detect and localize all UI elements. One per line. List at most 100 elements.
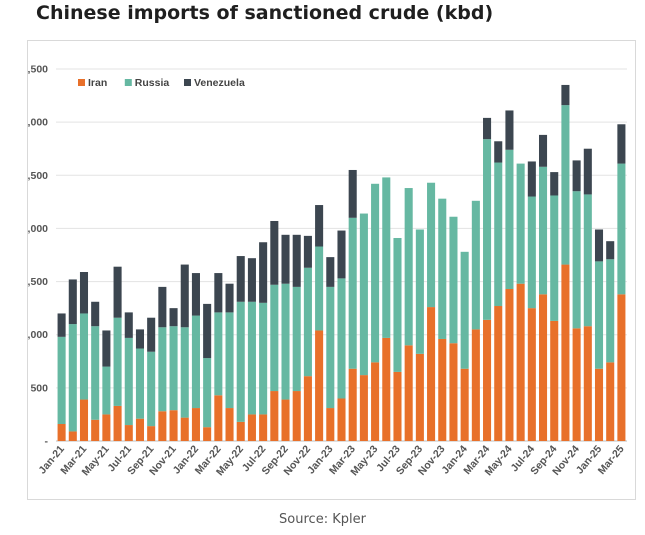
bar-venezuela-mar-23 [348, 169, 357, 218]
bar-venezuela-may-22 [236, 256, 245, 302]
bar-russia-jun-21 [113, 317, 122, 406]
bar-venezuela-jul-24 [527, 161, 536, 197]
bar-russia-oct-23 [427, 182, 436, 308]
bar-venezuela-mar-25 [617, 124, 626, 164]
bar-russia-jul-24 [527, 196, 536, 309]
bar-russia-nov-24 [572, 191, 581, 329]
bar-russia-feb-21 [68, 324, 77, 432]
bar-venezuela-may-21 [102, 330, 111, 367]
bar-iran-aug-22 [270, 391, 279, 441]
bar-venezuela-mar-22 [214, 273, 223, 313]
bar-venezuela-dec-21 [180, 264, 189, 328]
bar-russia-jun-22 [247, 301, 256, 415]
bar-russia-sep-22 [281, 283, 290, 400]
bar-russia-dec-24 [583, 194, 592, 327]
bar-russia-mar-25 [617, 163, 626, 295]
bar-venezuela-aug-24 [538, 134, 548, 167]
bar-iran-jul-24 [527, 308, 536, 441]
bar-iran-jan-24 [460, 368, 469, 441]
y-tick-label: 1,000 [28, 329, 48, 341]
bar-iran-oct-24 [561, 264, 570, 441]
bar-russia-dec-23 [449, 216, 458, 344]
bar-russia-nov-21 [169, 326, 178, 411]
bar-iran-may-22 [236, 421, 245, 441]
bar-russia-nov-23 [438, 198, 447, 339]
bar-venezuela-nov-22 [303, 235, 312, 268]
bar-iran-nov-23 [438, 338, 447, 441]
bar-venezuela-sep-21 [147, 317, 156, 352]
bar-venezuela-jan-22 [191, 273, 200, 316]
bar-russia-mar-24 [483, 139, 492, 320]
bar-iran-jun-21 [113, 405, 122, 441]
bar-venezuela-jul-22 [259, 242, 268, 303]
bar-iran-mar-22 [214, 395, 223, 441]
bar-russia-feb-25 [606, 259, 615, 363]
bar-russia-apr-23 [359, 213, 368, 376]
bar-iran-sep-22 [281, 399, 290, 441]
source-note: Source: Kpler [279, 512, 366, 527]
bar-russia-may-21 [102, 366, 111, 415]
bar-venezuela-apr-24 [494, 141, 503, 163]
bar-russia-jan-22 [191, 315, 200, 409]
bar-russia-apr-22 [225, 312, 234, 409]
bar-venezuela-oct-24 [561, 84, 570, 106]
bar-iran-mar-21 [79, 399, 89, 441]
chart-container: -5001,0001,5002,0002,5003,0003,500Jan-21… [27, 40, 636, 500]
bar-russia-nov-22 [303, 267, 312, 377]
bar-russia-jun-23 [382, 177, 391, 338]
bar-venezuela-jun-21 [113, 266, 122, 318]
bar-iran-sep-24 [550, 320, 559, 441]
bar-iran-sep-21 [147, 426, 156, 441]
bar-venezuela-jul-21 [124, 312, 133, 338]
bar-russia-aug-24 [538, 166, 548, 295]
stacked-bar-chart: -5001,0001,5002,0002,5003,0003,500Jan-21… [28, 64, 627, 478]
bar-iran-feb-24 [471, 329, 480, 441]
bar-iran-dec-21 [180, 417, 189, 441]
bar-iran-sep-23 [415, 353, 424, 441]
bar-iran-nov-21 [169, 410, 178, 441]
y-tick-label: 3,000 [28, 117, 48, 129]
bar-russia-apr-21 [91, 326, 100, 420]
bar-venezuela-jun-22 [247, 258, 256, 302]
bar-iran-feb-23 [337, 398, 346, 441]
bar-russia-oct-24 [561, 105, 570, 265]
bar-venezuela-mar-21 [79, 272, 89, 314]
bar-iran-may-24 [505, 289, 514, 441]
y-tick-label: 3,500 [28, 64, 48, 76]
bar-iran-nov-22 [303, 376, 312, 441]
legend-swatch-iran [78, 79, 85, 86]
bar-iran-mar-23 [348, 368, 357, 441]
bar-venezuela-aug-22 [270, 220, 279, 285]
bar-russia-may-22 [236, 301, 245, 422]
bar-venezuela-jan-21 [57, 313, 66, 337]
legend-label-venezuela: Venezuela [194, 77, 245, 89]
bar-russia-jan-25 [594, 261, 604, 369]
bar-russia-jul-23 [393, 237, 402, 372]
bar-russia-jan-21 [57, 336, 66, 424]
legend-swatch-venezuela [184, 79, 191, 86]
bar-venezuela-aug-21 [135, 329, 145, 349]
bar-iran-feb-21 [68, 431, 77, 441]
bar-iran-jun-23 [382, 337, 391, 441]
legend-swatch-russia [124, 79, 132, 86]
bar-iran-jan-23 [326, 408, 335, 441]
bar-iran-mar-25 [617, 294, 626, 441]
bar-russia-jan-24 [460, 251, 469, 369]
bar-iran-jun-24 [516, 283, 525, 441]
bar-venezuela-feb-21 [68, 279, 77, 325]
bar-russia-feb-23 [337, 278, 346, 399]
y-tick-label: 2,000 [28, 223, 48, 235]
bar-russia-feb-22 [203, 358, 212, 428]
bar-venezuela-oct-22 [292, 234, 301, 287]
bar-iran-jan-22 [191, 408, 200, 441]
bar-russia-aug-22 [270, 284, 279, 392]
bar-iran-dec-23 [449, 343, 458, 441]
bar-iran-jun-22 [247, 414, 256, 441]
bar-iran-jan-25 [594, 368, 604, 441]
bar-russia-mar-22 [214, 312, 223, 396]
bar-venezuela-apr-21 [91, 301, 100, 327]
bar-iran-oct-21 [158, 411, 167, 441]
bar-venezuela-dec-24 [583, 148, 592, 195]
bar-russia-oct-22 [292, 286, 301, 392]
y-tick-label: 500 [30, 382, 48, 394]
